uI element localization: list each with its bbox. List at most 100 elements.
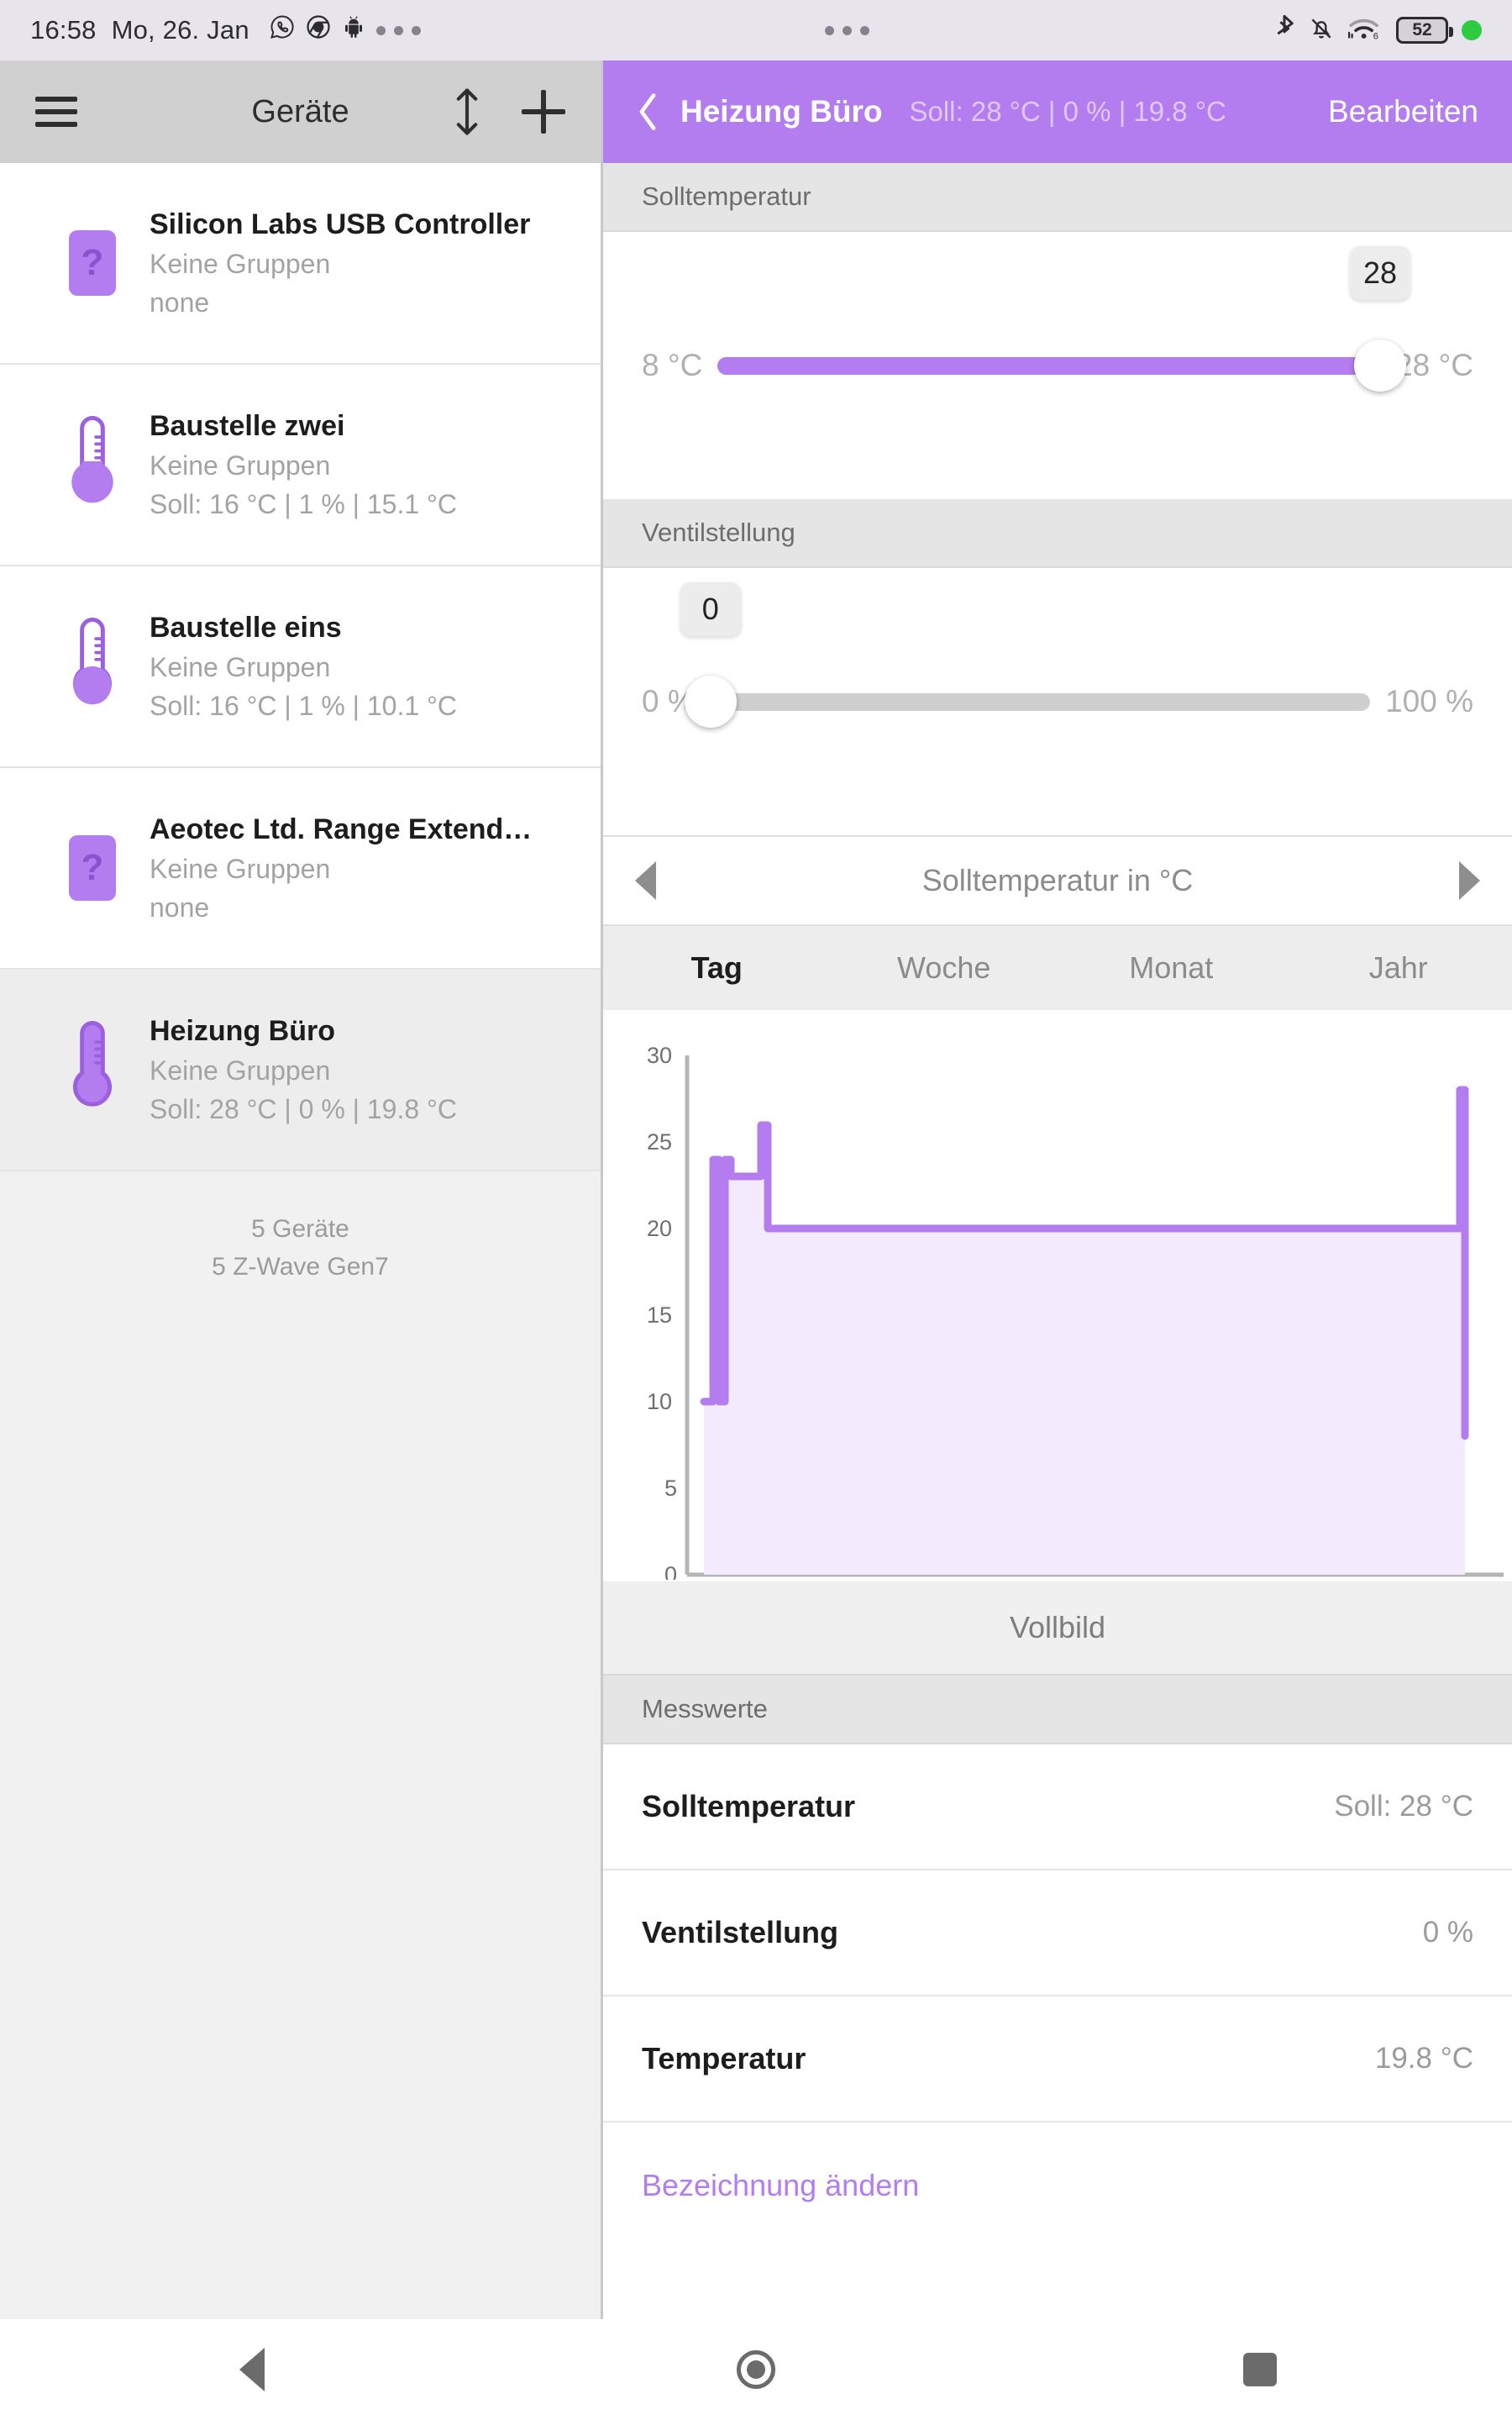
device-text: Baustelle zwei Keine Gruppen Soll: 16 °C… — [143, 410, 572, 520]
device-icon — [42, 614, 143, 719]
nav-recents-button[interactable] — [1008, 2353, 1512, 2386]
setpoint-slider-knob[interactable] — [1354, 339, 1407, 392]
chrome-icon — [306, 14, 331, 46]
device-text: Heizung Büro Keine Gruppen Soll: 28 °C |… — [143, 1015, 572, 1125]
notifications-muted-icon — [1309, 15, 1334, 46]
tab-monat[interactable]: Monat — [1129, 950, 1214, 985]
hamburger-icon[interactable] — [35, 97, 77, 127]
section-header-setpoint: Solltemperatur — [603, 163, 1512, 232]
valve-max-label: 100 % — [1385, 684, 1473, 718]
section-header-measurements: Messwerte — [603, 1676, 1512, 1744]
battery-indicator: 52 — [1396, 17, 1453, 44]
list-item[interactable]: Baustelle eins Keine Gruppen Soll: 16 °C… — [0, 566, 601, 768]
android-icon — [342, 15, 365, 45]
clock: 16:58 — [30, 15, 97, 45]
triangle-left-icon[interactable] — [635, 861, 656, 900]
svg-text:20: 20 — [647, 1216, 672, 1241]
chart-svg: 30 25 20 15 10 5 0 17:00 — [647, 1043, 1504, 1580]
setpoint-slider[interactable]: 28 — [717, 246, 1411, 416]
chart-range-tabs: Tag Woche Monat Jahr — [603, 926, 1512, 1010]
bluetooth-icon — [1273, 14, 1295, 47]
section-label: Ventilstellung — [642, 518, 795, 547]
svg-text:25: 25 — [647, 1129, 672, 1155]
setpoint-value-bubble: 28 — [1350, 246, 1411, 300]
chart-title: Solltemperatur in °C — [921, 863, 1194, 897]
svg-text:15: 15 — [647, 1302, 672, 1328]
chart-area-fill — [704, 1090, 1465, 1575]
device-name: Baustelle zwei — [150, 409, 345, 442]
nav-recents-icon — [1243, 2353, 1277, 2386]
device-value: Soll: 16 °C | 1 % | 15.1 °C — [150, 488, 457, 519]
valve-value-bubble: 0 — [680, 582, 741, 636]
more-icon — [375, 25, 421, 35]
device-group: Keine Gruppen — [150, 450, 331, 481]
device-text: Silicon Labs USB Controller Keine Gruppe… — [143, 208, 572, 318]
svg-text:30: 30 — [647, 1043, 672, 1068]
device-group: Keine Gruppen — [150, 248, 331, 279]
list-item-selected[interactable]: Heizung Büro Keine Gruppen Soll: 28 °C |… — [0, 970, 601, 1171]
measurement-label: Ventilstellung — [642, 1915, 839, 1949]
protocol-count-label: 5 Z-Wave Gen7 — [212, 1253, 389, 1281]
nav-home-button[interactable] — [504, 2350, 1008, 2389]
section-label: Solltemperatur — [642, 182, 811, 211]
section-header-valve: Ventilstellung — [603, 499, 1512, 568]
table-row[interactable]: Temperatur 19.8 °C — [603, 1996, 1512, 2123]
sidebar-header: Geräte — [0, 60, 601, 163]
rename-row[interactable]: Bezeichnung ändern — [603, 2123, 1512, 2249]
nav-back-button[interactable] — [0, 2348, 504, 2391]
device-group: Keine Gruppen — [150, 651, 331, 682]
setpoint-min-label: 8 °C — [642, 348, 703, 382]
device-text: Aeotec Ltd. Range Extend… Keine Gruppen … — [143, 813, 572, 923]
whatsapp-icon — [270, 14, 295, 46]
thermometer-icon — [63, 614, 122, 719]
tab-jahr[interactable]: Jahr — [1368, 950, 1428, 985]
detail-top-bar: Heizung Büro Soll: 28 °C | 0 % | 19.8 °C… — [603, 60, 1512, 163]
unknown-device-icon: ? — [69, 835, 116, 901]
chart-series-solltemperatur — [700, 1086, 1469, 1575]
list-item[interactable]: Baustelle zwei Keine Gruppen Soll: 16 °C… — [0, 365, 601, 566]
fullscreen-label: Vollbild — [1009, 1610, 1106, 1644]
valve-slider[interactable]: 0 — [680, 582, 1371, 752]
status-bar-right: 6 52 — [1273, 14, 1482, 47]
tab-tag[interactable]: Tag — [690, 950, 743, 985]
sort-updown-icon[interactable] — [453, 87, 481, 136]
app-container: Geräte ? Silicon Labs USB Controller Kei… — [0, 60, 1512, 2319]
notification-icons — [270, 14, 421, 46]
device-value: none — [150, 287, 210, 318]
setpoint-slider-block: 8 °C 28 28 °C — [603, 232, 1512, 499]
section-label: Messwerte — [642, 1694, 768, 1723]
valve-slider-knob[interactable] — [684, 676, 737, 728]
tab-woche[interactable]: Woche — [897, 950, 991, 985]
triangle-right-icon[interactable] — [1459, 861, 1480, 900]
device-value: none — [150, 892, 210, 923]
device-group: Keine Gruppen — [150, 853, 331, 884]
device-detail-pane: Heizung Büro Soll: 28 °C | 0 % | 19.8 °C… — [603, 60, 1512, 2319]
svg-text:0: 0 — [664, 1562, 677, 1580]
list-item[interactable]: ? Aeotec Ltd. Range Extend… Keine Gruppe… — [0, 768, 601, 970]
detail-subtitle: Soll: 28 °C | 0 % | 19.8 °C — [909, 96, 1226, 127]
y-axis-labels: 30 25 20 15 10 5 0 — [647, 1043, 677, 1580]
slider-track — [710, 692, 1371, 711]
table-row[interactable]: Ventilstellung 0 % — [603, 1870, 1512, 1996]
setpoint-history-chart[interactable]: 30 25 20 15 10 5 0 17:00 — [603, 1010, 1512, 1581]
valve-slider-block: 0 % 0 100 % — [603, 568, 1512, 835]
device-icon: ? — [42, 230, 143, 296]
setpoint-max-label: 28 °C — [1395, 348, 1473, 382]
status-bar-center — [421, 25, 1273, 35]
svg-text:5: 5 — [664, 1476, 677, 1501]
recording-indicator-dot — [1462, 20, 1482, 40]
list-item[interactable]: ? Silicon Labs USB Controller Keine Grup… — [0, 163, 601, 365]
fullscreen-button[interactable]: Vollbild — [603, 1581, 1512, 1676]
chart-nav: Solltemperatur in °C — [603, 835, 1512, 926]
status-bar-left: 16:58 Mo, 26. Jan — [30, 14, 421, 46]
device-count-label: 5 Geräte — [251, 1215, 349, 1243]
back-chevron-icon[interactable] — [637, 92, 659, 131]
measurement-label: Temperatur — [642, 2041, 806, 2075]
rename-link[interactable]: Bezeichnung ändern — [642, 2168, 920, 2202]
table-row[interactable]: Solltemperatur Soll: 28 °C — [603, 1744, 1512, 1870]
plus-icon[interactable] — [522, 90, 565, 134]
edit-button[interactable]: Bearbeiten — [1328, 94, 1478, 129]
device-value: Soll: 28 °C | 0 % | 19.8 °C — [150, 1093, 457, 1124]
device-count-footer: 5 Geräte 5 Z-Wave Gen7 — [0, 1171, 601, 2319]
measurement-label: Solltemperatur — [642, 1789, 856, 1823]
